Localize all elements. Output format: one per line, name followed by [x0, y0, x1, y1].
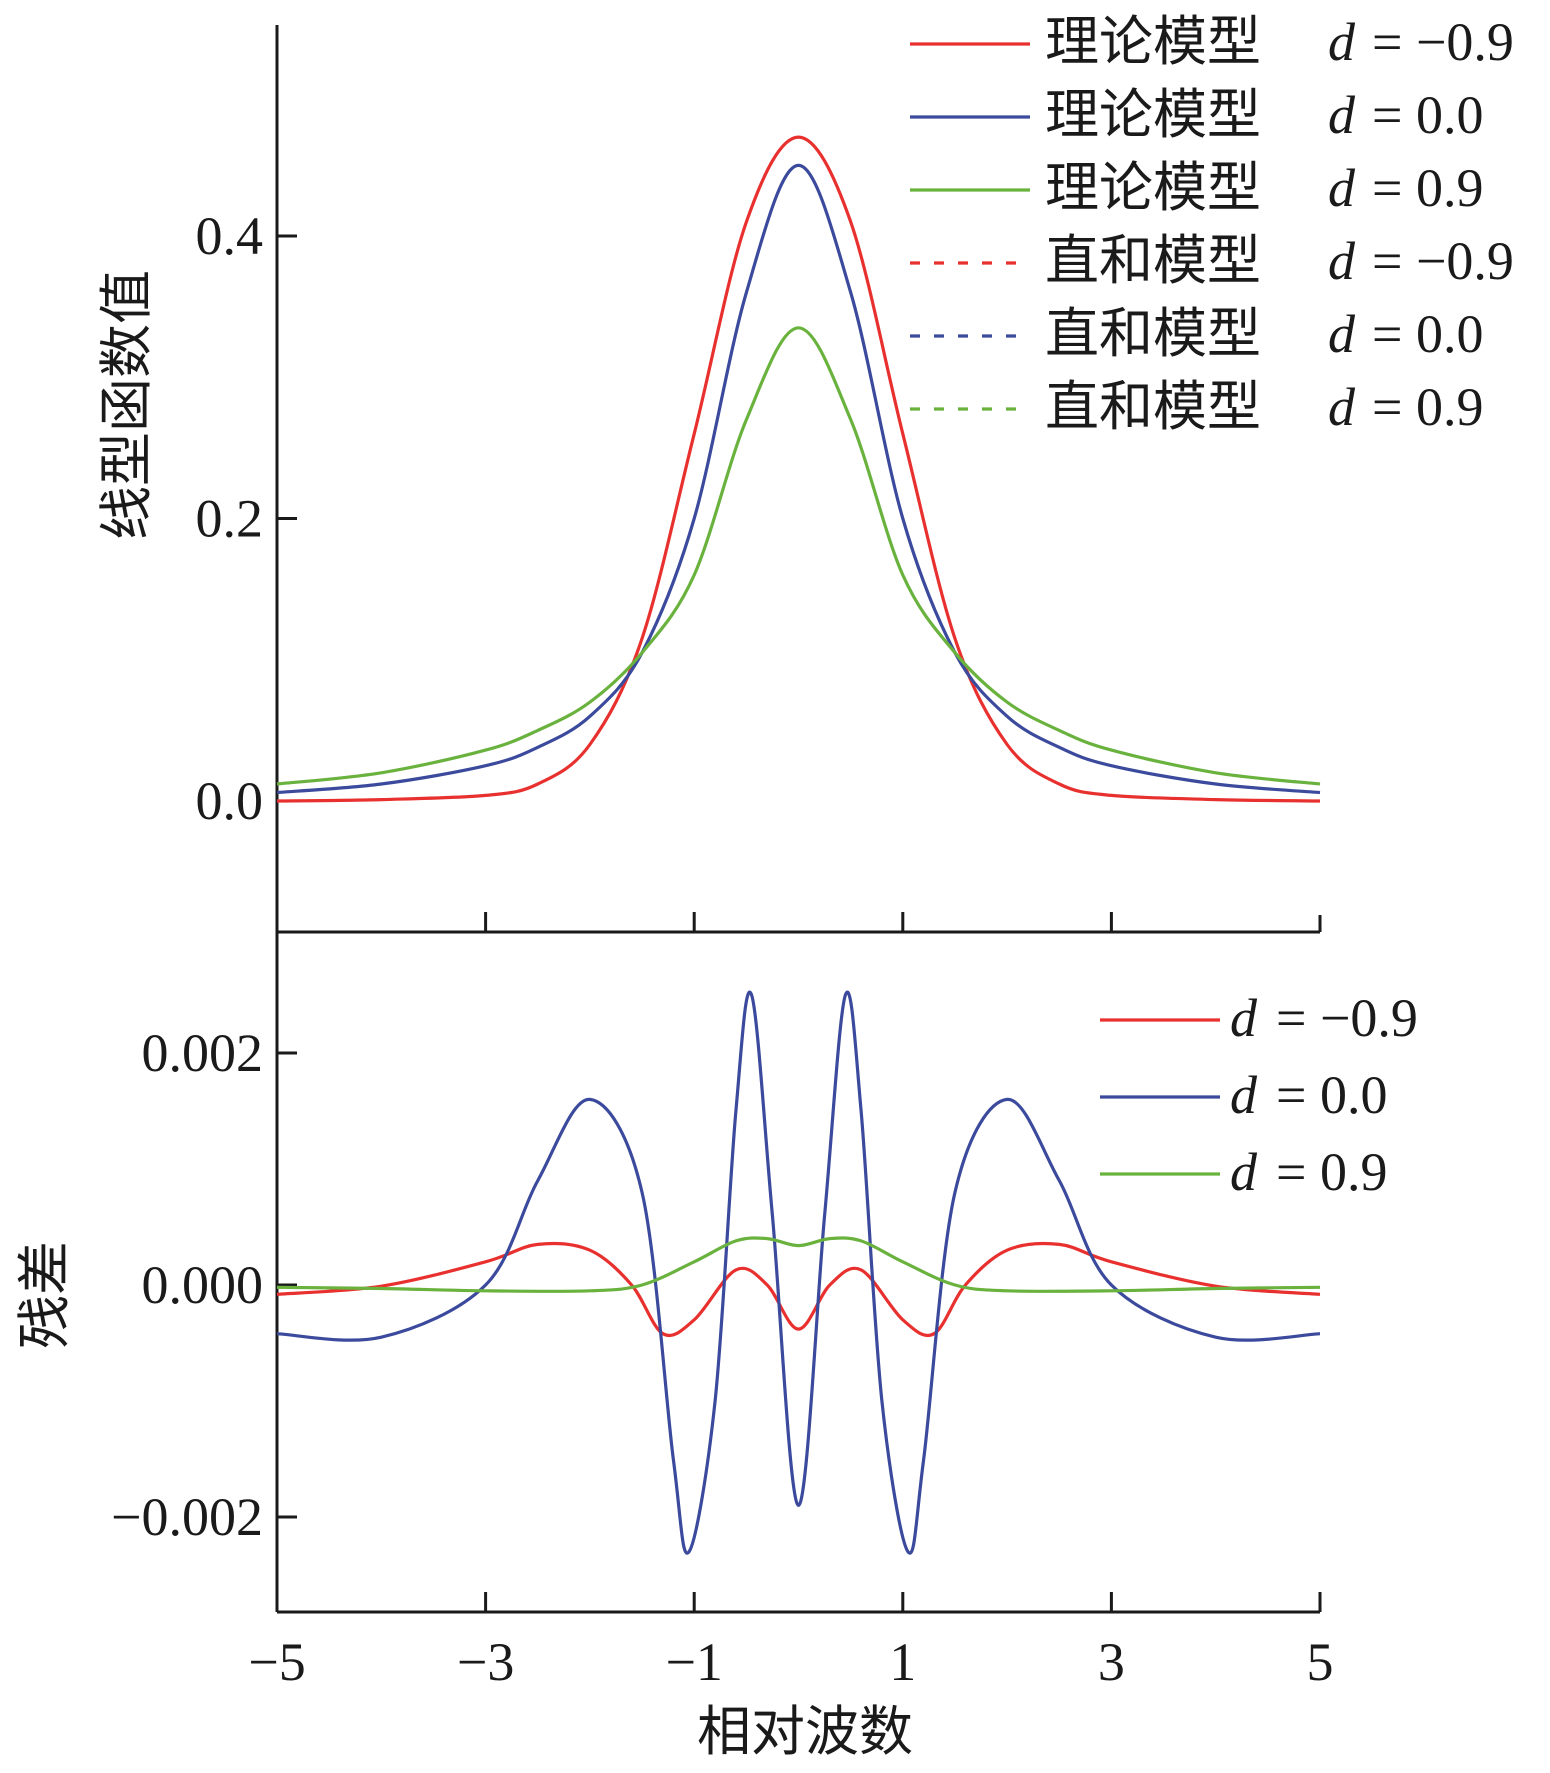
series-line — [276, 326, 1321, 786]
legend-label: 理论模型 — [1045, 158, 1261, 218]
legend-d-label: d — [1328, 158, 1356, 218]
legend-value: = 0.9 — [1372, 158, 1483, 218]
legend-label: 直和模型 — [1045, 377, 1261, 437]
y-tick-label: 0.002 — [142, 1023, 264, 1083]
y-axis-title: 残差 — [15, 1241, 75, 1349]
legend-d-label: d — [1230, 1065, 1258, 1125]
legend-label: 直和模型 — [1045, 304, 1261, 364]
y-tick-label: 0.2 — [196, 489, 264, 549]
legend-value: = 0.0 — [1372, 304, 1483, 364]
legend-value: = 0.0 — [1276, 1065, 1387, 1125]
y-tick-label: 0.000 — [142, 1255, 264, 1315]
series-line — [276, 990, 1321, 1555]
series-line — [276, 1236, 1321, 1293]
legend-d-label: d — [1328, 85, 1356, 145]
x-tick-label: −3 — [457, 1632, 514, 1692]
legend-label: 理论模型 — [1045, 12, 1261, 72]
legend-d-label: d — [1230, 1142, 1258, 1202]
y-axis-title: 线型函数值 — [97, 270, 157, 540]
x-tick-label: −5 — [248, 1632, 305, 1692]
series-line — [276, 163, 1321, 795]
legend-d-label: d — [1230, 988, 1258, 1048]
legend-d-label: d — [1328, 12, 1356, 72]
x-axis-title: 相对波数 — [697, 1702, 913, 1762]
x-tick-label: −1 — [665, 1632, 722, 1692]
legend-label: 理论模型 — [1045, 85, 1261, 145]
legend-d-label: d — [1328, 231, 1356, 291]
y-tick-label: −0.002 — [111, 1487, 263, 1547]
legend-label: 直和模型 — [1045, 231, 1261, 291]
x-tick-label: 1 — [889, 1632, 916, 1692]
legend-d-label: d — [1328, 377, 1356, 437]
legend-value: = 0.9 — [1372, 377, 1483, 437]
y-tick-label: 0.4 — [196, 206, 264, 266]
x-tick-label: 5 — [1307, 1632, 1334, 1692]
legend-value: = 0.9 — [1276, 1142, 1387, 1202]
series-line — [276, 135, 1321, 803]
y-tick-label: 0.0 — [196, 771, 264, 831]
legend-value: = −0.9 — [1372, 231, 1514, 291]
legend-value: = −0.9 — [1276, 988, 1418, 1048]
series-line — [276, 1241, 1321, 1338]
legend-value: = −0.9 — [1372, 12, 1514, 72]
legend-value: = 0.0 — [1372, 85, 1483, 145]
legend-d-label: d — [1328, 304, 1356, 364]
x-tick-label: 3 — [1098, 1632, 1125, 1692]
